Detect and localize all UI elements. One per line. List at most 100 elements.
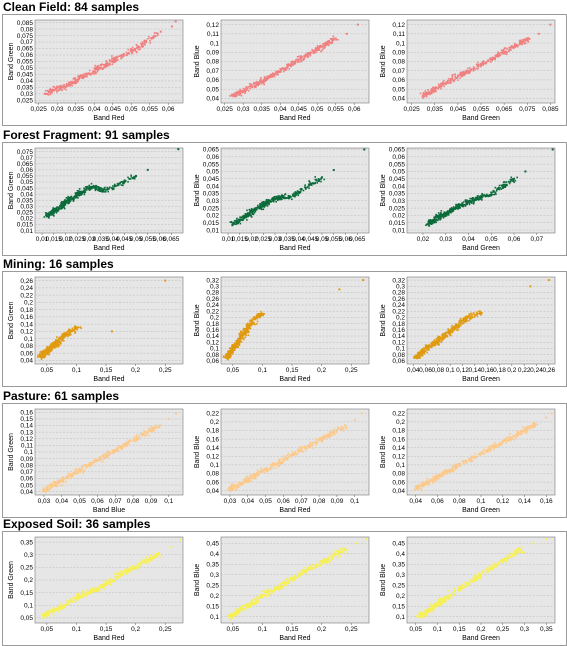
x-tick-label: 0,05 — [311, 106, 324, 113]
scatter-point — [117, 59, 119, 61]
scatter-point — [232, 223, 234, 225]
scatter-point — [291, 61, 293, 63]
scatter-point — [293, 64, 295, 66]
scatter-point — [105, 189, 107, 191]
scatter-point — [277, 74, 279, 76]
scatter-point — [68, 200, 70, 202]
scatter-point — [138, 438, 140, 440]
scatter-point — [459, 205, 461, 207]
scatter-point — [81, 193, 83, 195]
scatter-point — [332, 39, 334, 41]
plot-area — [407, 277, 555, 364]
x-tick-label: 0,055 — [473, 106, 490, 113]
scatter-point — [102, 68, 104, 70]
scatter-point — [68, 329, 70, 331]
scatter-point — [285, 198, 287, 200]
scatter-point — [439, 219, 441, 221]
y-tick-label: 0,055 — [203, 161, 220, 168]
scatter-point — [41, 358, 43, 360]
scatter-point — [423, 353, 425, 355]
scatter-point — [232, 484, 234, 486]
scatter-point — [123, 443, 125, 445]
scatter-point — [78, 327, 80, 329]
scatter-point — [95, 186, 97, 188]
scatter-point — [256, 84, 258, 86]
y-tick-label: 0,08 — [392, 59, 405, 66]
y-tick-label: 0,055 — [17, 59, 34, 66]
scatter-point — [171, 25, 173, 27]
scatter-point — [288, 195, 290, 197]
scatter-point — [480, 66, 482, 68]
scatter-point — [305, 450, 307, 452]
scatter-point — [108, 188, 110, 190]
scatter-point — [71, 328, 73, 330]
scatter-point — [425, 90, 427, 92]
scatter-point — [120, 181, 122, 183]
scatter-point — [332, 434, 334, 436]
scatter-point — [101, 63, 103, 65]
scatter-point — [119, 183, 121, 185]
scatter-point — [524, 43, 526, 45]
scatter-point — [138, 46, 140, 48]
scatter-point — [124, 179, 126, 181]
scatter-point — [45, 93, 47, 95]
scatter-point — [237, 338, 239, 340]
scatter-point — [451, 74, 453, 76]
scatter-point — [105, 191, 107, 193]
scatter-point — [244, 92, 246, 94]
scatter-point — [477, 68, 479, 70]
x-tick-label: 0,2 — [317, 367, 326, 374]
y-tick-label: 0,3 — [210, 284, 219, 291]
scatter-point — [475, 314, 477, 316]
y-tick-label: 0,04 — [206, 183, 219, 190]
scatter-point — [441, 210, 443, 212]
scatter-point — [61, 201, 63, 203]
scatter-point — [298, 56, 300, 58]
scatter-point — [315, 438, 317, 440]
scatter-point — [285, 193, 287, 195]
y-tick-label: 0,06 — [206, 479, 219, 486]
scatter-point — [250, 84, 252, 86]
scatter-point — [263, 82, 265, 84]
scatter-point — [246, 214, 248, 216]
scatter-point — [455, 326, 457, 328]
scatter-point — [68, 473, 70, 475]
scatter-point — [248, 331, 250, 333]
scatter-point — [317, 49, 319, 51]
scatter-point — [256, 313, 258, 315]
scatter-point — [435, 90, 437, 92]
y-tick-label: 0,14 — [206, 333, 219, 340]
scatter-point — [363, 148, 365, 150]
scatter-point — [60, 86, 62, 88]
scatter-point — [259, 206, 261, 208]
scatter-point — [273, 467, 275, 469]
scatter-point — [64, 84, 66, 86]
scatter-point — [283, 71, 285, 73]
x-tick-label: 0,08 — [127, 498, 140, 505]
scatter-point — [276, 72, 278, 74]
y-tick-label: 0,1 — [24, 336, 33, 343]
scatter-point — [255, 207, 257, 209]
scatter-point — [74, 332, 76, 334]
scatter-point — [105, 62, 107, 64]
scatter-point — [65, 476, 67, 478]
plot-area — [221, 277, 369, 364]
scatter-point — [447, 336, 449, 338]
scatter-point — [280, 458, 282, 460]
y-tick-label: 0,08 — [206, 471, 219, 478]
scatter-point — [262, 204, 264, 206]
scatter-point — [119, 447, 121, 449]
scatter-point — [264, 78, 266, 80]
y-axis-label: Band Blue — [194, 304, 201, 336]
scatter-point — [467, 68, 469, 70]
scatter-point — [113, 57, 115, 59]
scatter-point — [152, 36, 154, 38]
scatter-point — [295, 193, 297, 195]
scatter-point — [447, 82, 449, 84]
scatter-point — [501, 53, 503, 55]
scatter-point — [312, 447, 314, 449]
y-axis-label: Band Blue — [380, 304, 387, 336]
